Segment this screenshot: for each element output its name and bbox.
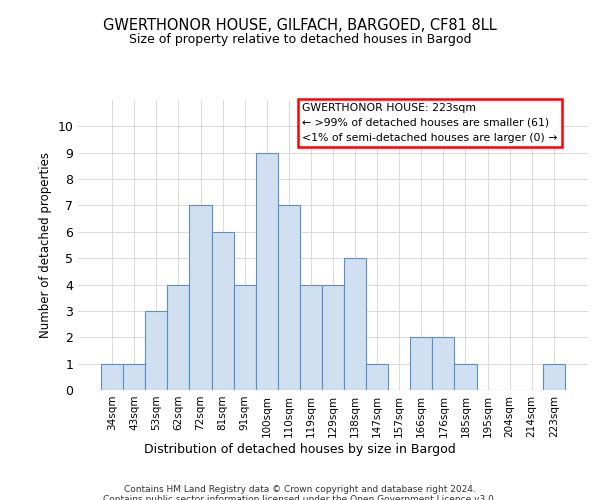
- Bar: [167, 284, 190, 390]
- Text: Size of property relative to detached houses in Bargod: Size of property relative to detached ho…: [129, 32, 471, 46]
- Text: Distribution of detached houses by size in Bargod: Distribution of detached houses by size …: [144, 442, 456, 456]
- Bar: [433, 338, 454, 390]
- Bar: [454, 364, 476, 390]
- Y-axis label: Number of detached properties: Number of detached properties: [39, 152, 52, 338]
- Bar: [300, 284, 322, 390]
- Text: Contains HM Land Registry data © Crown copyright and database right 2024.
Contai: Contains HM Land Registry data © Crown c…: [103, 485, 497, 500]
- Bar: [145, 311, 167, 390]
- Bar: [344, 258, 366, 390]
- Bar: [256, 152, 278, 390]
- Text: GWERTHONOR HOUSE: 223sqm
← >99% of detached houses are smaller (61)
<1% of semi-: GWERTHONOR HOUSE: 223sqm ← >99% of detac…: [302, 103, 558, 142]
- Bar: [233, 284, 256, 390]
- Bar: [543, 364, 565, 390]
- Bar: [123, 364, 145, 390]
- Bar: [278, 206, 300, 390]
- Bar: [190, 206, 212, 390]
- Bar: [366, 364, 388, 390]
- Bar: [101, 364, 123, 390]
- Bar: [322, 284, 344, 390]
- Bar: [212, 232, 233, 390]
- Text: GWERTHONOR HOUSE, GILFACH, BARGOED, CF81 8LL: GWERTHONOR HOUSE, GILFACH, BARGOED, CF81…: [103, 18, 497, 32]
- Bar: [410, 338, 433, 390]
